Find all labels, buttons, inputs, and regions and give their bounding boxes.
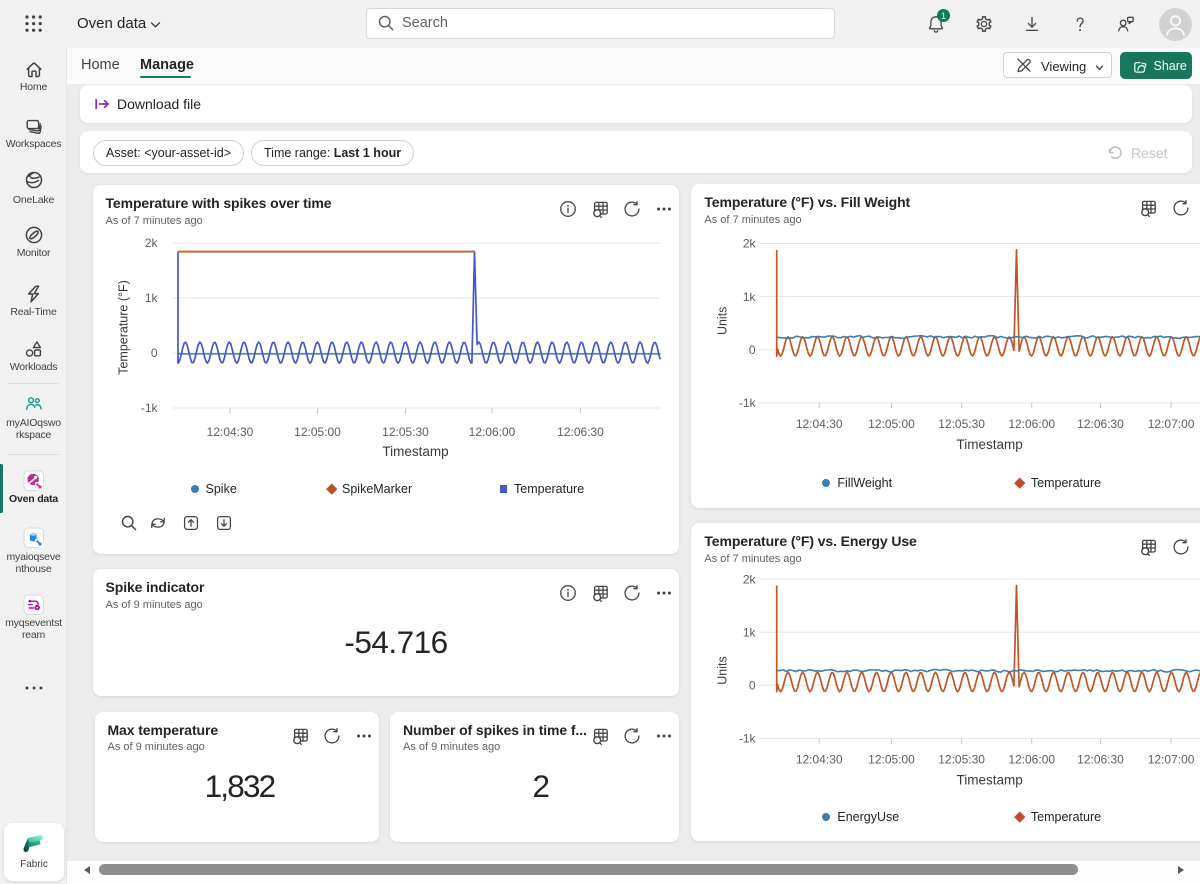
svg-text:12:06:00: 12:06:00 <box>1009 417 1056 431</box>
svg-text:12:05:00: 12:05:00 <box>869 417 916 431</box>
svg-text:2k: 2k <box>743 573 757 587</box>
svg-text:Timestamp: Timestamp <box>957 773 1023 788</box>
svg-text:Temperature (°F): Temperature (°F) <box>116 280 130 375</box>
svg-text:Timestamp: Timestamp <box>382 444 448 459</box>
svg-text:12:04:30: 12:04:30 <box>796 753 843 767</box>
svg-text:-1k: -1k <box>739 732 757 746</box>
svg-text:0: 0 <box>749 343 756 357</box>
svg-text:-1k: -1k <box>140 401 158 415</box>
svg-text:1k: 1k <box>144 291 158 305</box>
svg-text:12:04:30: 12:04:30 <box>206 425 253 439</box>
svg-text:12:07:00: 12:07:00 <box>1148 417 1195 431</box>
svg-text:0: 0 <box>749 679 756 693</box>
svg-text:12:05:30: 12:05:30 <box>939 753 986 767</box>
svg-text:12:05:30: 12:05:30 <box>382 425 429 439</box>
svg-text:12:04:30: 12:04:30 <box>796 417 843 431</box>
svg-text:Units: Units <box>716 657 730 685</box>
svg-text:12:06:00: 12:06:00 <box>1009 753 1056 767</box>
svg-text:-1k: -1k <box>739 396 757 410</box>
svg-text:2k: 2k <box>144 236 158 250</box>
svg-text:0: 0 <box>150 346 157 360</box>
svg-text:1k: 1k <box>743 290 757 304</box>
svg-text:12:05:00: 12:05:00 <box>869 753 916 767</box>
svg-text:1k: 1k <box>743 626 757 640</box>
svg-text:12:06:00: 12:06:00 <box>468 425 515 439</box>
svg-text:12:06:30: 12:06:30 <box>1078 753 1125 767</box>
svg-text:12:05:00: 12:05:00 <box>294 425 341 439</box>
svg-text:12:06:30: 12:06:30 <box>557 425 604 439</box>
svg-text:12:07:00: 12:07:00 <box>1148 753 1195 767</box>
svg-text:Timestamp: Timestamp <box>957 437 1023 452</box>
svg-text:Units: Units <box>716 307 730 335</box>
svg-text:12:06:30: 12:06:30 <box>1078 417 1125 431</box>
svg-text:12:05:30: 12:05:30 <box>939 417 986 431</box>
svg-text:2k: 2k <box>743 237 757 251</box>
